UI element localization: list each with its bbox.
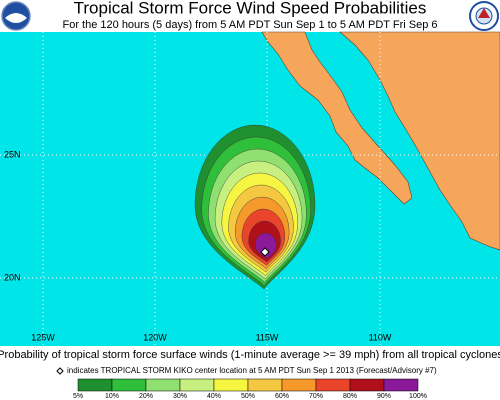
legend-label: 30%: [173, 393, 187, 400]
legend-label: 100%: [409, 393, 427, 400]
nws-logo: [469, 1, 499, 31]
legend-label: 90%: [377, 393, 391, 400]
legend-swatch: [315, 378, 351, 392]
note-marker: [56, 367, 64, 375]
noaa-logo: [1, 1, 31, 31]
legend-swatch: [383, 378, 419, 392]
lon-label: 115W: [256, 332, 279, 342]
legend-swatch: [111, 378, 147, 392]
land-baja: [261, 31, 413, 205]
legend-swatch: [179, 378, 215, 392]
legend-label: 10%: [105, 393, 119, 400]
subtitle: For the 120 hours (5 days) from 5 AM PDT…: [63, 19, 438, 31]
legend-swatch: [281, 378, 317, 392]
legend-swatch: [77, 378, 113, 392]
probability-contours: [194, 124, 316, 290]
lat-label: 20N: [4, 272, 21, 282]
lat-label: 25N: [4, 149, 21, 159]
legend-swatch: [213, 378, 249, 392]
note: indicates TROPICAL STORM KIKO center loc…: [67, 366, 437, 375]
legend-swatch: [247, 378, 283, 392]
legend-label: 60%: [275, 393, 289, 400]
lon-label: 120W: [143, 332, 167, 342]
legend-swatch: [349, 378, 385, 392]
legend-label: 20%: [139, 393, 153, 400]
caption: Probability of tropical storm force surf…: [0, 349, 500, 361]
color-legend: 5% 10% 20% 30% 40% 50% 60% 70% 80% 90% 100%: [73, 378, 427, 400]
legend-swatch: [145, 378, 181, 392]
legend-label: 5%: [73, 393, 83, 400]
land-mainland: [339, 31, 500, 251]
legend-label: 80%: [343, 393, 357, 400]
lon-label: 110W: [369, 332, 392, 342]
storm-center: [260, 247, 270, 257]
legend-label: 70%: [309, 393, 323, 400]
legend-label: 50%: [241, 393, 255, 400]
lon-label: 125W: [31, 332, 55, 342]
legend-label: 40%: [207, 393, 221, 400]
title: Tropical Storm Force Wind Speed Probabil…: [74, 0, 427, 17]
